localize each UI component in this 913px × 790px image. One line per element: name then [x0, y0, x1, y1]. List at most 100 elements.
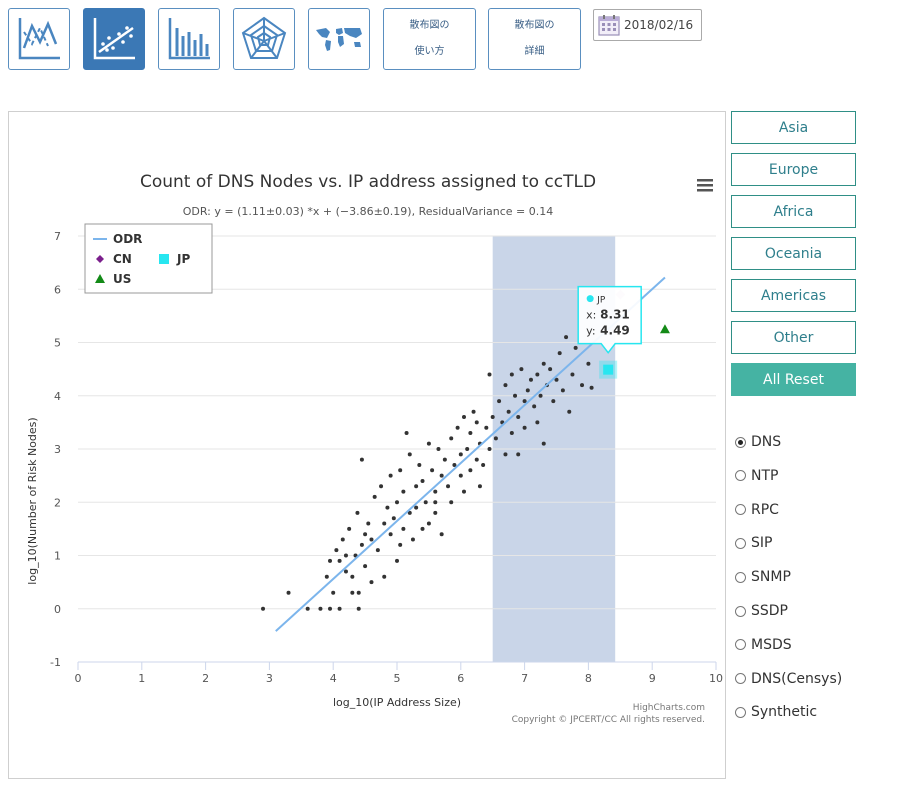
data-point[interactable] [548, 367, 553, 372]
data-point[interactable] [487, 447, 492, 451]
data-point[interactable] [487, 372, 492, 377]
data-point[interactable] [334, 548, 339, 553]
data-point[interactable] [318, 606, 323, 611]
data-point[interactable] [433, 500, 438, 505]
world-map-button[interactable] [308, 8, 370, 70]
region-button-oceania[interactable]: Oceania [731, 237, 856, 270]
data-point[interactable] [359, 457, 364, 462]
data-point[interactable] [382, 521, 387, 526]
data-point[interactable] [567, 409, 572, 414]
protocol-radio-dnscensys[interactable]: DNS(Censys) [735, 671, 842, 687]
data-point[interactable] [490, 415, 495, 420]
data-point[interactable] [516, 415, 521, 420]
data-point[interactable] [449, 500, 454, 505]
data-point[interactable] [573, 345, 578, 350]
data-point[interactable] [554, 377, 559, 382]
data-point[interactable] [324, 574, 329, 579]
data-point[interactable] [356, 590, 361, 595]
data-point[interactable] [468, 468, 473, 473]
region-button-europe[interactable]: Europe [731, 153, 856, 186]
radio-circle[interactable] [735, 706, 746, 718]
data-point[interactable] [305, 606, 310, 611]
data-point[interactable] [474, 457, 479, 462]
credits-highcharts[interactable]: HighCharts.com [633, 703, 705, 713]
data-point[interactable] [509, 372, 514, 377]
legend-item-cn-symbol[interactable] [96, 255, 104, 263]
data-point[interactable] [337, 606, 342, 611]
data-point[interactable] [369, 580, 374, 585]
data-point[interactable] [525, 388, 530, 393]
data-point[interactable] [564, 335, 569, 340]
data-point[interactable] [363, 564, 368, 569]
data-point[interactable] [261, 606, 266, 611]
data-point[interactable] [439, 532, 444, 537]
legend-item-us-symbol[interactable] [95, 274, 105, 283]
data-point[interactable] [356, 606, 361, 611]
data-point[interactable] [433, 510, 438, 515]
data-point[interactable] [423, 500, 428, 505]
data-point[interactable] [388, 473, 393, 478]
all-reset-button[interactable]: All Reset [731, 363, 856, 396]
data-point[interactable] [331, 590, 336, 595]
region-button-africa[interactable]: Africa [731, 195, 856, 228]
point-jp[interactable] [603, 364, 614, 375]
data-point[interactable] [461, 489, 466, 494]
data-point[interactable] [541, 441, 546, 446]
data-point[interactable] [503, 452, 508, 457]
data-point[interactable] [532, 404, 537, 409]
data-point[interactable] [449, 436, 454, 441]
protocol-radio-snmp[interactable]: SNMP [735, 569, 791, 585]
data-point[interactable] [420, 478, 425, 483]
radio-circle[interactable] [735, 470, 746, 482]
data-point[interactable] [430, 468, 435, 473]
data-point[interactable] [350, 590, 355, 595]
data-point[interactable] [286, 590, 291, 595]
data-point[interactable] [461, 415, 466, 420]
data-point[interactable] [471, 409, 476, 414]
data-point[interactable] [363, 532, 368, 537]
context-menu-button[interactable] [693, 176, 715, 194]
data-point[interactable] [407, 452, 412, 457]
data-point[interactable] [465, 447, 470, 451]
data-point[interactable] [407, 510, 412, 515]
data-point[interactable] [375, 548, 380, 553]
data-point[interactable] [458, 452, 463, 457]
data-point[interactable] [347, 526, 352, 531]
data-point[interactable] [474, 420, 479, 425]
data-point[interactable] [522, 399, 527, 404]
data-point[interactable] [420, 526, 425, 531]
data-point[interactable] [535, 420, 540, 425]
data-point[interactable] [382, 574, 387, 579]
region-button-americas[interactable]: Americas [731, 279, 856, 312]
radio-circle[interactable] [735, 673, 746, 685]
data-point[interactable] [551, 399, 556, 404]
data-point[interactable] [366, 521, 371, 526]
protocol-radio-ssdp[interactable]: SSDP [735, 603, 788, 619]
protocol-radio-ntp[interactable]: NTP [735, 468, 778, 484]
protocol-radio-rpc[interactable]: RPC [735, 502, 779, 518]
data-point[interactable] [503, 383, 508, 388]
data-point[interactable] [528, 377, 533, 382]
protocol-radio-msds[interactable]: MSDS [735, 637, 792, 653]
data-point[interactable] [395, 500, 399, 505]
data-point[interactable] [433, 489, 438, 494]
data-point[interactable] [414, 505, 419, 510]
data-point[interactable] [493, 436, 498, 441]
data-point[interactable] [343, 553, 348, 558]
line-chart-button[interactable] [8, 8, 70, 70]
radio-circle[interactable] [735, 504, 746, 516]
legend-item-jp-label[interactable]: JP [176, 252, 190, 266]
data-point[interactable] [516, 452, 521, 457]
data-point[interactable] [580, 383, 585, 388]
point-us[interactable] [659, 324, 670, 334]
legend-item-cn-label[interactable]: CN [113, 252, 132, 266]
data-point[interactable] [442, 457, 447, 462]
data-point[interactable] [398, 468, 403, 473]
data-point[interactable] [541, 361, 546, 366]
data-point[interactable] [436, 447, 441, 451]
data-point[interactable] [369, 537, 374, 542]
protocol-radio-dns[interactable]: DNS [735, 434, 781, 450]
radio-circle[interactable] [735, 605, 746, 617]
radio-circle[interactable] [735, 571, 746, 583]
data-point[interactable] [506, 409, 511, 414]
